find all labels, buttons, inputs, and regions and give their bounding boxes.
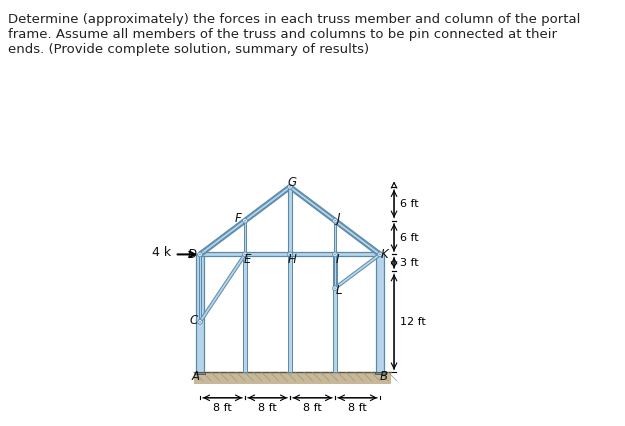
Text: I: I (336, 253, 339, 266)
Circle shape (288, 252, 292, 257)
Text: C: C (189, 314, 198, 327)
Circle shape (242, 252, 248, 257)
Circle shape (332, 252, 338, 257)
Text: 8 ft: 8 ft (258, 403, 277, 413)
Circle shape (244, 253, 246, 255)
Text: D: D (188, 248, 197, 261)
Text: 4 k: 4 k (152, 246, 171, 259)
Text: E: E (244, 253, 251, 266)
Polygon shape (334, 221, 336, 254)
Bar (194, 372, 391, 384)
Circle shape (289, 186, 291, 188)
Circle shape (199, 321, 201, 323)
Circle shape (198, 252, 202, 257)
Polygon shape (334, 219, 381, 256)
Text: B: B (379, 371, 388, 383)
Circle shape (334, 220, 336, 222)
Polygon shape (244, 186, 291, 222)
Circle shape (332, 218, 338, 223)
Text: G: G (287, 176, 296, 190)
Text: Determine (approximately) the forces in each truss member and column of the port: Determine (approximately) the forces in … (8, 13, 580, 56)
Circle shape (334, 253, 336, 255)
Polygon shape (334, 254, 336, 372)
Text: 12 ft: 12 ft (399, 317, 426, 327)
Polygon shape (289, 185, 381, 256)
Text: 8 ft: 8 ft (213, 403, 232, 413)
Circle shape (332, 286, 338, 291)
Polygon shape (376, 254, 384, 372)
Polygon shape (199, 254, 201, 322)
Bar (195, 372, 205, 374)
Text: F: F (234, 213, 241, 225)
Polygon shape (244, 221, 246, 254)
Circle shape (288, 184, 292, 189)
Polygon shape (289, 186, 336, 222)
Text: 8 ft: 8 ft (348, 403, 367, 413)
Circle shape (199, 253, 201, 255)
Circle shape (242, 218, 248, 223)
Polygon shape (244, 254, 247, 372)
Text: 6 ft: 6 ft (399, 199, 418, 209)
Text: H: H (288, 253, 296, 266)
Circle shape (379, 253, 381, 255)
Text: J: J (337, 213, 340, 225)
Polygon shape (289, 254, 291, 372)
Circle shape (198, 320, 202, 324)
Circle shape (244, 220, 246, 222)
Text: L: L (336, 285, 342, 297)
Circle shape (378, 252, 382, 257)
Text: 3 ft: 3 ft (399, 258, 418, 268)
Polygon shape (334, 253, 381, 289)
Circle shape (289, 253, 291, 255)
Text: K: K (381, 248, 388, 261)
Text: A: A (191, 371, 199, 383)
Circle shape (334, 287, 336, 289)
Polygon shape (199, 185, 291, 256)
Polygon shape (196, 254, 204, 372)
Polygon shape (199, 219, 246, 256)
Text: 6 ft: 6 ft (399, 233, 418, 242)
Bar (375, 372, 385, 374)
Polygon shape (199, 253, 246, 322)
Polygon shape (289, 187, 291, 254)
Polygon shape (200, 253, 380, 256)
Polygon shape (334, 254, 336, 288)
Text: 8 ft: 8 ft (303, 403, 322, 413)
